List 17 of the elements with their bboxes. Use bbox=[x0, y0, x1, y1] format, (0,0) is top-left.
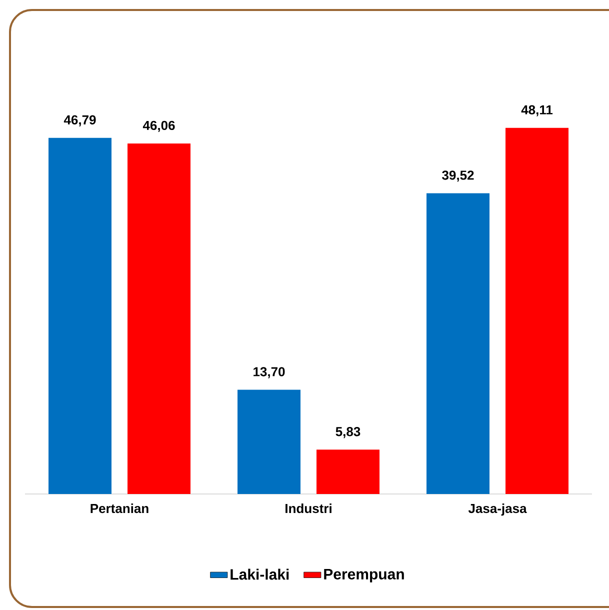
bar bbox=[128, 143, 190, 494]
data-label: 46,06 bbox=[142, 120, 175, 132]
bar bbox=[505, 128, 568, 494]
data-label: 5,83 bbox=[336, 427, 360, 438]
data-label: 46,79 bbox=[64, 115, 96, 126]
bar bbox=[316, 450, 380, 494]
x-tick-label: Industri bbox=[286, 504, 332, 514]
bar bbox=[426, 193, 490, 494]
x-tick-label: Pertanian bbox=[90, 504, 148, 514]
bar bbox=[238, 390, 300, 494]
data-label: 39,52 bbox=[442, 170, 474, 182]
legend-label: Perempuan bbox=[324, 569, 404, 582]
data-label: 48,11 bbox=[521, 105, 553, 116]
x-tick-label: Jasa-jasa bbox=[468, 504, 527, 516]
bar bbox=[48, 138, 112, 494]
data-label: 13,70 bbox=[254, 367, 285, 378]
legend-label: Laki-laki bbox=[230, 568, 289, 580]
